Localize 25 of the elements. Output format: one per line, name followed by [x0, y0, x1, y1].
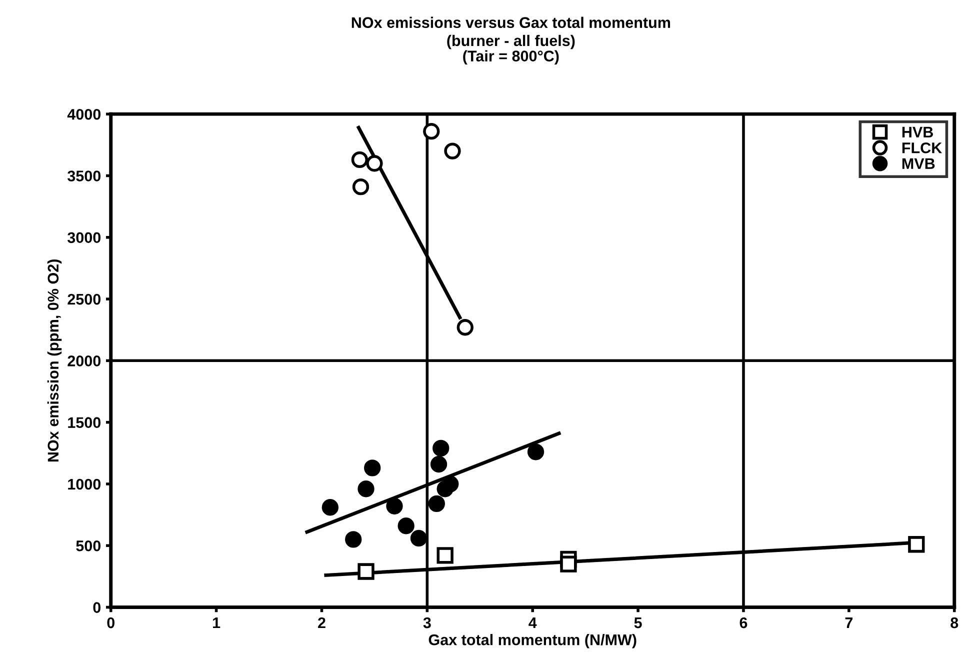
y-tick-label: 2500: [68, 294, 101, 305]
y-tick-label: 3500: [68, 170, 101, 182]
y-tick-label: 1000: [68, 478, 101, 490]
legend-label: HVB: [902, 126, 933, 138]
y-tick-label: 4000: [67, 108, 101, 120]
chart-subtitle: (burner - all fuels) (Tair = 800°C): [447, 34, 575, 64]
x-tick-label: 0: [107, 617, 114, 628]
y-axis-title: NOx emission (ppm, 0% O2): [47, 260, 62, 462]
y-tick-label: 500: [76, 540, 101, 552]
x-tick-label: 8: [950, 617, 958, 628]
chart-title: NOx emissions versus Gax total momentum: [352, 16, 670, 28]
y-tick-label: 2000: [68, 356, 101, 366]
x-tick-label: 5: [634, 618, 642, 628]
x-tick-label: 4: [528, 618, 537, 628]
y-tick-label: 1500: [68, 417, 101, 428]
x-tick-label: 1: [213, 618, 220, 628]
legend-label: MVB: [902, 158, 935, 169]
x-tick-label: 6: [740, 617, 748, 628]
x-axis-title: Gax total momentum (N/MW): [428, 634, 636, 648]
legend-label: FLCK: [902, 142, 942, 154]
y-tick-label: 3000: [68, 232, 101, 244]
x-tick-label: 3: [423, 617, 431, 628]
x-tick-label: 2: [318, 617, 326, 628]
y-tick-label: 0: [93, 602, 101, 613]
x-tick-label: 7: [845, 618, 852, 628]
